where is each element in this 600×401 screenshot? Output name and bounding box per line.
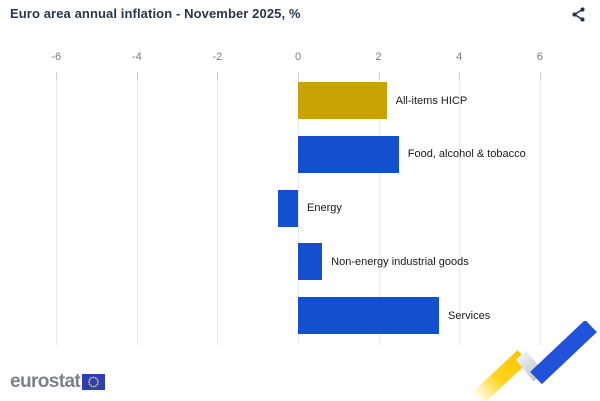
zigzag-trend-graphic	[471, 321, 597, 401]
tickmark-x-0	[298, 72, 299, 80]
gridline-x--6	[56, 72, 58, 345]
bar-food-alcohol-tobacco[interactable]	[298, 135, 399, 173]
axis-tick-label: -6	[51, 51, 62, 63]
eurostat-logo-text: eurostat	[10, 371, 81, 392]
tickmark-x--6	[56, 72, 58, 80]
bar-label: Energy	[307, 202, 342, 215]
bar-label: Food, alcohol & tobacco	[407, 148, 526, 161]
gridline-x-4	[459, 72, 461, 345]
gridline-x--4	[136, 72, 138, 345]
bar-label: Services	[448, 309, 491, 322]
bar-non-energy-industrial-goods[interactable]	[298, 243, 323, 281]
bar-energy[interactable]	[277, 189, 298, 227]
gridline-x-2	[378, 72, 380, 345]
eu-flag-icon	[82, 374, 106, 390]
bar-label: All-items HICP	[395, 94, 468, 107]
tickmark-x--2	[217, 72, 219, 80]
axis-tick-label: -4	[131, 51, 142, 63]
share-button[interactable]	[569, 4, 587, 24]
axis-tick-label: 0	[294, 51, 302, 63]
axis-tick-label: 2	[375, 51, 382, 63]
gridline-x-6	[539, 72, 541, 345]
tickmark-x--4	[136, 72, 138, 80]
gridline-x--2	[217, 72, 219, 345]
axis-tick-label: 4	[456, 51, 463, 63]
gridline-x-0	[298, 72, 299, 345]
share-icon	[571, 6, 585, 22]
bar-services[interactable]	[298, 297, 440, 335]
axis-tick-label: 6	[536, 51, 543, 63]
axis-tick-label: -2	[212, 51, 223, 63]
tickmark-x-4	[459, 72, 461, 80]
chart-title: Euro area annual inflation - November 20…	[10, 6, 301, 21]
tickmark-x-6	[539, 72, 541, 80]
eurostat-logo[interactable]: eurostat	[10, 371, 106, 392]
tickmark-x-2	[378, 72, 380, 80]
bar-all-items-hicp[interactable]	[298, 82, 387, 119]
bar-label: Non-energy industrial goods	[331, 255, 469, 268]
